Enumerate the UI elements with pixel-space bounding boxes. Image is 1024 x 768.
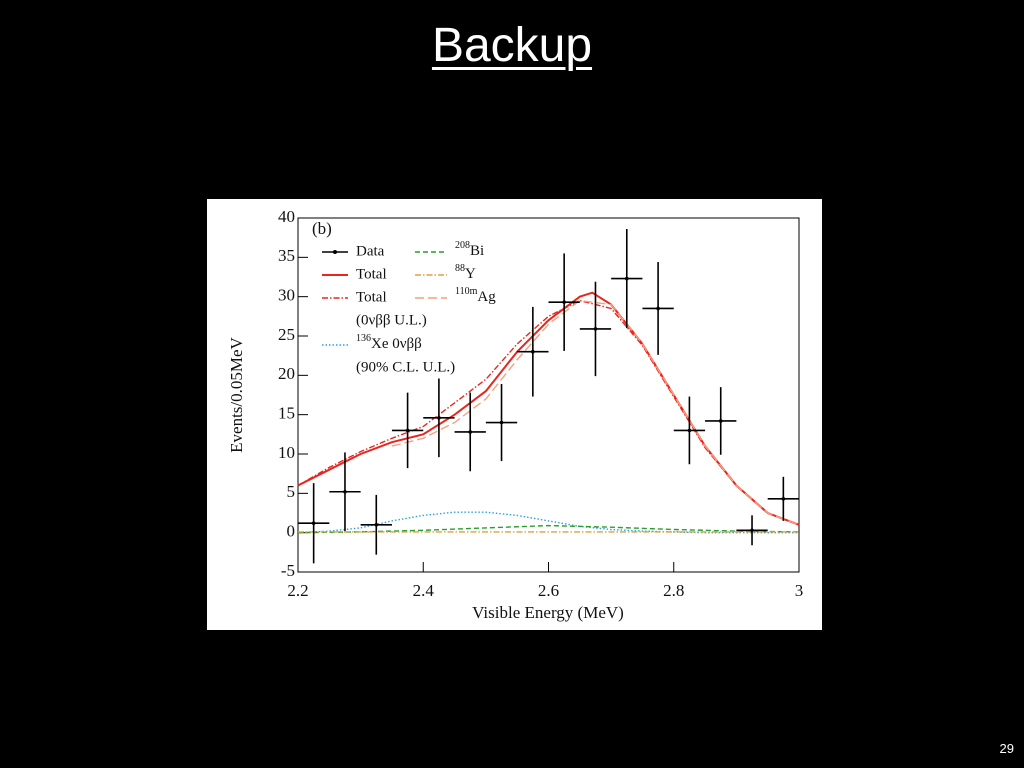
- data-point: [311, 521, 316, 526]
- legend-name: Bi: [470, 243, 484, 259]
- legend-name: Y: [465, 266, 476, 282]
- y-tick-label: 40: [278, 207, 295, 226]
- isotope: 110m: [455, 286, 478, 297]
- legend-label: 208Bi: [455, 240, 484, 259]
- x-tick-label: 2.8: [663, 581, 684, 600]
- y-tick-label: 25: [278, 325, 295, 344]
- legend-label: 88Y: [455, 263, 476, 282]
- data-point: [687, 428, 692, 433]
- data-point: [374, 523, 379, 527]
- isotope: 208: [455, 240, 470, 251]
- legend-note: (0νββ U.L.): [356, 312, 427, 328]
- legend-note: (90% C.L. U.L.): [356, 359, 455, 375]
- curve: [297, 299, 800, 526]
- isotope: 136: [356, 333, 371, 344]
- legend-name: Xe 0νββ: [371, 336, 422, 352]
- x-tick-label: 2.6: [538, 581, 559, 600]
- curve: [297, 511, 799, 534]
- data-point: [593, 327, 598, 331]
- y-tick-label: 0: [287, 522, 296, 541]
- chart-background: [207, 199, 822, 630]
- legend-label: Data: [356, 243, 385, 259]
- legend-label: Total: [356, 266, 387, 282]
- x-tick-label: 2.2: [287, 581, 308, 600]
- data-point: [405, 428, 410, 433]
- panel-label: (b): [312, 219, 332, 238]
- data-point: [656, 306, 660, 311]
- y-tick-label: 30: [278, 286, 295, 305]
- y-tick-label: 20: [278, 364, 295, 383]
- y-tick-label: 35: [278, 246, 295, 265]
- legend-label: 110mAg: [455, 286, 496, 305]
- legend-label: 136Xe 0νββ: [356, 333, 422, 352]
- slide-title: Backup: [431, 19, 593, 72]
- data-point: [624, 276, 629, 281]
- data-point: [531, 349, 535, 354]
- y-tick-label: 15: [278, 404, 295, 423]
- data-point: [499, 420, 504, 425]
- data-point: [781, 497, 786, 501]
- data-point: [718, 419, 723, 423]
- x-axis-label: Visible Energy (MeV): [472, 603, 624, 622]
- x-tick-label: 3: [795, 581, 804, 600]
- y-tick-label: 10: [278, 443, 295, 462]
- curve: [391, 299, 800, 526]
- legend-swatch: [333, 250, 337, 254]
- y-tick-label: 5: [287, 482, 296, 501]
- data-point: [437, 416, 441, 420]
- x-tick-label: 2.4: [413, 581, 435, 600]
- y-axis-label: Events/0.05MeV: [227, 336, 246, 452]
- isotope: 88: [455, 263, 465, 274]
- data-point: [562, 300, 566, 304]
- page-number: 29: [999, 741, 1014, 756]
- legend-name: Ag: [477, 289, 496, 305]
- y-tick-label: -5: [281, 561, 295, 580]
- data-point: [750, 528, 754, 533]
- data-point: [343, 489, 347, 494]
- legend-label: Total: [356, 289, 387, 305]
- data-point: [468, 430, 473, 434]
